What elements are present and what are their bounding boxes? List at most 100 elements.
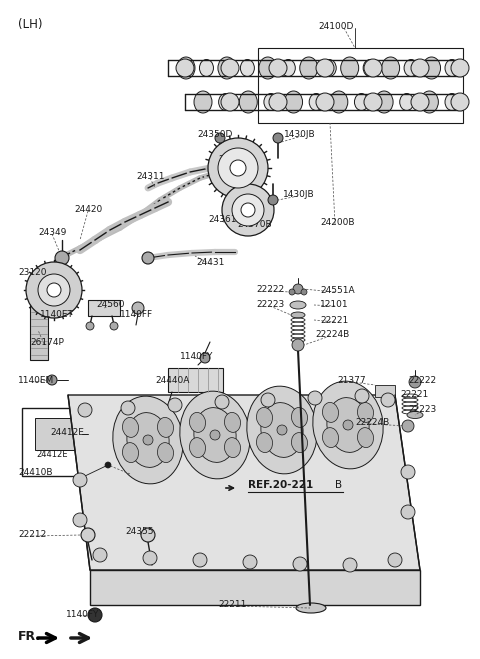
Text: 1140FF: 1140FF bbox=[120, 310, 153, 319]
Circle shape bbox=[364, 93, 382, 111]
Circle shape bbox=[93, 548, 107, 562]
Text: 22223: 22223 bbox=[408, 405, 436, 414]
Ellipse shape bbox=[180, 391, 250, 479]
Circle shape bbox=[308, 391, 322, 405]
Circle shape bbox=[47, 375, 57, 385]
Text: 24551A: 24551A bbox=[320, 286, 355, 295]
Text: 24412E: 24412E bbox=[50, 428, 84, 437]
Text: 22212: 22212 bbox=[18, 530, 46, 539]
Ellipse shape bbox=[225, 438, 240, 457]
Ellipse shape bbox=[291, 312, 305, 318]
Ellipse shape bbox=[300, 57, 318, 79]
Text: 22221: 22221 bbox=[400, 390, 428, 399]
Text: 1430JB: 1430JB bbox=[283, 190, 314, 199]
Circle shape bbox=[110, 322, 118, 330]
Ellipse shape bbox=[122, 417, 139, 438]
Text: 24200B: 24200B bbox=[320, 218, 355, 227]
Circle shape bbox=[343, 420, 353, 430]
Ellipse shape bbox=[375, 91, 393, 113]
Circle shape bbox=[208, 138, 268, 198]
Ellipse shape bbox=[256, 407, 273, 428]
Text: (LH): (LH) bbox=[18, 18, 43, 31]
Ellipse shape bbox=[322, 59, 336, 76]
Circle shape bbox=[301, 289, 307, 295]
Ellipse shape bbox=[313, 381, 383, 469]
Circle shape bbox=[451, 93, 469, 111]
Ellipse shape bbox=[323, 403, 338, 422]
Text: 22222: 22222 bbox=[408, 376, 436, 385]
Text: 1140EM: 1140EM bbox=[18, 376, 54, 385]
Circle shape bbox=[243, 555, 257, 569]
Bar bbox=[30, 300, 48, 360]
Text: 22224B: 22224B bbox=[315, 330, 349, 339]
Text: 24560: 24560 bbox=[96, 300, 124, 309]
Text: 22222: 22222 bbox=[256, 285, 284, 294]
Circle shape bbox=[364, 59, 382, 77]
Circle shape bbox=[78, 403, 92, 417]
Ellipse shape bbox=[309, 94, 323, 111]
Circle shape bbox=[381, 393, 395, 407]
Ellipse shape bbox=[157, 417, 174, 438]
Text: B: B bbox=[335, 480, 342, 490]
Circle shape bbox=[261, 393, 275, 407]
Ellipse shape bbox=[291, 407, 308, 428]
Text: 1430JB: 1430JB bbox=[284, 130, 316, 139]
Circle shape bbox=[411, 59, 429, 77]
Ellipse shape bbox=[358, 403, 373, 422]
Ellipse shape bbox=[190, 438, 205, 457]
Circle shape bbox=[26, 262, 82, 318]
Text: 21377: 21377 bbox=[337, 376, 366, 385]
Text: 24420: 24420 bbox=[74, 205, 102, 214]
Circle shape bbox=[222, 184, 274, 236]
Ellipse shape bbox=[261, 403, 303, 457]
Ellipse shape bbox=[190, 413, 205, 432]
Circle shape bbox=[121, 401, 135, 415]
Circle shape bbox=[411, 93, 429, 111]
Ellipse shape bbox=[256, 433, 273, 453]
Circle shape bbox=[73, 513, 87, 527]
Ellipse shape bbox=[296, 603, 326, 613]
Text: 22224B: 22224B bbox=[355, 418, 389, 427]
Ellipse shape bbox=[194, 91, 212, 113]
Polygon shape bbox=[90, 570, 420, 605]
Circle shape bbox=[86, 322, 94, 330]
Circle shape bbox=[47, 283, 61, 297]
Text: 22221: 22221 bbox=[320, 316, 348, 325]
Circle shape bbox=[293, 557, 307, 571]
Circle shape bbox=[409, 376, 421, 388]
Circle shape bbox=[142, 252, 154, 264]
Ellipse shape bbox=[404, 59, 418, 76]
Ellipse shape bbox=[247, 386, 317, 474]
Circle shape bbox=[293, 284, 303, 294]
Ellipse shape bbox=[363, 59, 377, 76]
Text: 1140FY: 1140FY bbox=[180, 352, 214, 361]
Text: 23120: 23120 bbox=[18, 268, 47, 277]
Circle shape bbox=[388, 553, 402, 567]
Ellipse shape bbox=[445, 59, 459, 76]
Bar bbox=[375, 385, 395, 397]
Circle shape bbox=[168, 398, 182, 412]
Ellipse shape bbox=[113, 396, 183, 484]
Ellipse shape bbox=[354, 94, 369, 111]
Circle shape bbox=[73, 473, 87, 487]
Bar bbox=[88, 425, 116, 443]
Ellipse shape bbox=[323, 428, 338, 447]
Ellipse shape bbox=[200, 59, 214, 76]
Ellipse shape bbox=[330, 91, 348, 113]
Circle shape bbox=[401, 465, 415, 479]
Ellipse shape bbox=[239, 91, 257, 113]
Circle shape bbox=[316, 93, 334, 111]
Circle shape bbox=[451, 59, 469, 77]
Circle shape bbox=[221, 93, 239, 111]
Ellipse shape bbox=[177, 57, 195, 79]
Circle shape bbox=[176, 59, 194, 77]
Circle shape bbox=[273, 133, 283, 143]
Text: REF.20-221: REF.20-221 bbox=[248, 480, 313, 490]
Bar bbox=[168, 368, 223, 392]
Text: 24361A: 24361A bbox=[218, 155, 252, 164]
Circle shape bbox=[269, 59, 287, 77]
Ellipse shape bbox=[127, 413, 169, 467]
Circle shape bbox=[230, 160, 246, 176]
Text: 12101: 12101 bbox=[320, 300, 348, 309]
Text: 24440A: 24440A bbox=[155, 376, 190, 385]
